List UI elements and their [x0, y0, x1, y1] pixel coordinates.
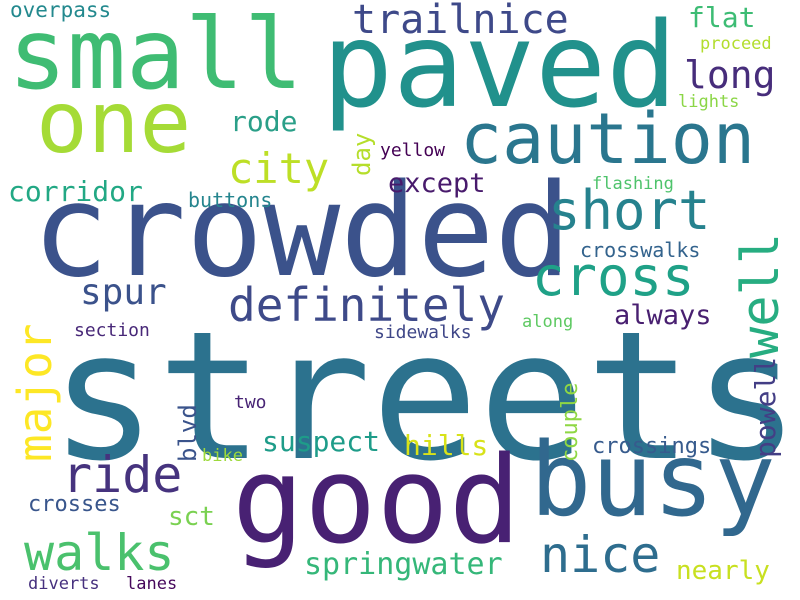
word-bike: bike: [202, 446, 243, 466]
word-lights: lights: [678, 92, 740, 112]
word-paved: paved: [322, 0, 678, 134]
word-suspect: suspect: [262, 425, 381, 458]
word-yellow: yellow: [380, 140, 446, 161]
word-one: one: [36, 73, 192, 173]
word-springwater: springwater: [304, 547, 503, 582]
word-trailnice: trailnice: [352, 0, 569, 43]
word-short: short: [548, 179, 711, 242]
word-overpass: overpass: [10, 0, 112, 22]
word-flashing: flashing: [592, 174, 674, 194]
word-sct: sct: [168, 502, 215, 532]
word-flat: flat: [688, 1, 756, 34]
word-definitely: definitely: [228, 278, 505, 332]
word-couple: couple: [558, 382, 583, 462]
word-well: well: [731, 232, 791, 358]
word-caution: caution: [460, 98, 756, 180]
word-along: along: [522, 312, 574, 332]
word-corridor: corridor: [8, 175, 143, 208]
word-city: city: [228, 144, 330, 193]
word-crowded: crowded: [32, 157, 572, 306]
word-blvd: blvd: [174, 404, 202, 462]
word-small: small: [8, 0, 304, 112]
word-nice: nice: [540, 526, 661, 584]
word-except: except: [388, 168, 486, 199]
word-good: good: [232, 432, 521, 571]
word-busy: busy: [530, 421, 776, 540]
word-hills: hills: [404, 429, 489, 462]
word-walks: walks: [24, 524, 175, 582]
word-sidewalks: sidewalks: [374, 322, 472, 343]
word-powell: powell: [749, 356, 782, 458]
word-two: two: [234, 392, 267, 413]
word-section: section: [74, 320, 150, 341]
word-major: major: [8, 323, 62, 462]
word-cross: cross: [532, 245, 695, 308]
word-nearly: nearly: [676, 556, 770, 586]
word-day: day: [348, 132, 376, 176]
word-buttons: buttons: [188, 188, 273, 212]
word-diverts: diverts: [28, 574, 100, 594]
word-rode: rode: [230, 105, 298, 138]
word-proceed: proceed: [700, 34, 772, 54]
word-crossings: crossings: [592, 434, 712, 459]
word-lanes: lanes: [126, 574, 178, 594]
word-crosswalks: crosswalks: [580, 238, 701, 262]
word-streets: streets: [49, 293, 800, 500]
word-long: long: [684, 53, 776, 97]
word-spur: spur: [80, 272, 167, 313]
word-crosses: crosses: [28, 492, 121, 517]
word-ride: ride: [62, 446, 183, 504]
word-always: always: [614, 300, 712, 331]
